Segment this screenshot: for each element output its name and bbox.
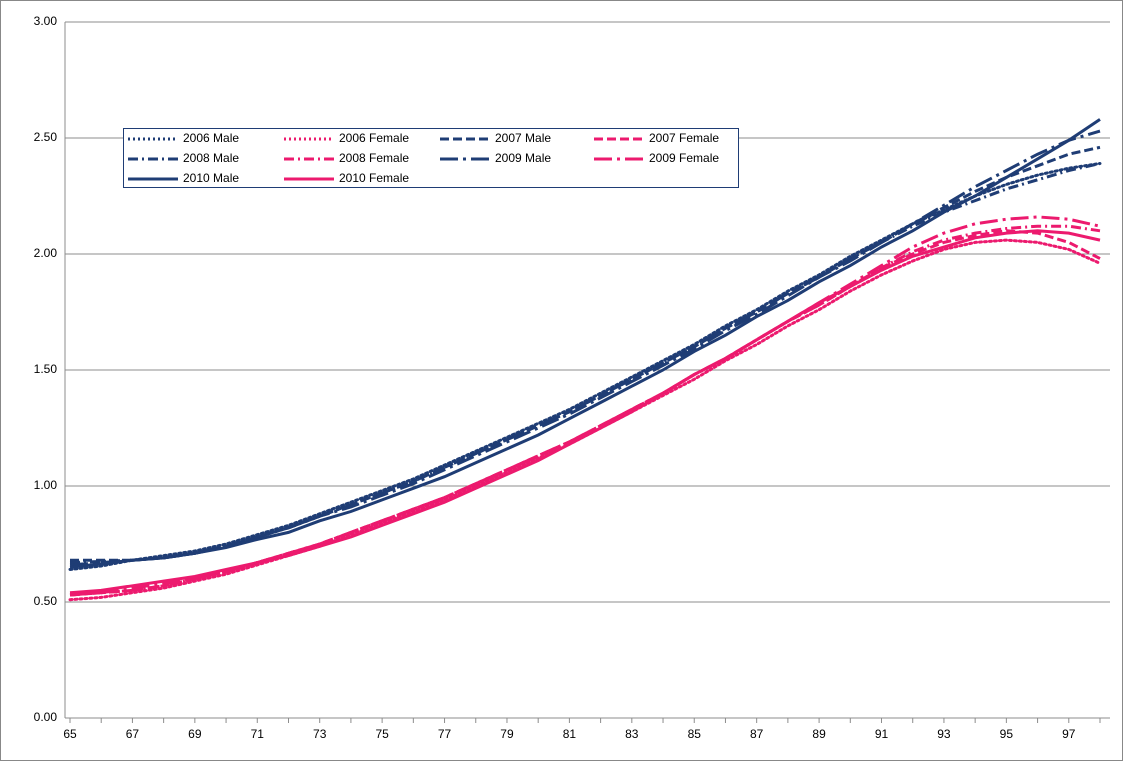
legend-label: 2006 Female [339, 131, 409, 145]
x-tick-label: 93 [937, 727, 951, 741]
y-tick-label: 3.00 [34, 14, 58, 28]
legend: 2006 Male 2006 Female 2007 Male 2007 Female… [123, 128, 739, 188]
x-tick-label: 77 [438, 727, 452, 741]
y-tick-label: 2.00 [34, 246, 58, 260]
legend-label: 2007 Male [495, 131, 551, 145]
x-tick-label: 87 [750, 727, 764, 741]
x-tick-label: 81 [563, 727, 577, 741]
series-line [69, 215, 1101, 597]
x-tick-label: 85 [688, 727, 702, 741]
legend-label: 2010 Male [183, 171, 239, 185]
x-tick-label: 73 [313, 727, 327, 741]
legend-label: 2009 Male [495, 151, 551, 165]
y-tick-label: 0.00 [34, 710, 58, 724]
x-tick-label: 65 [63, 727, 77, 741]
legend-label: 2009 Female [649, 151, 719, 165]
y-tick-label: 0.50 [34, 594, 58, 608]
x-tick-label: 75 [375, 727, 389, 741]
x-tick-label: 79 [500, 727, 514, 741]
x-tick-label: 69 [188, 727, 202, 741]
x-tick-label: 91 [875, 727, 889, 741]
legend-label: 2008 Female [339, 151, 409, 165]
x-tick-label: 95 [1000, 727, 1014, 741]
x-tick-label: 67 [126, 727, 140, 741]
series-line [69, 118, 1101, 569]
x-tick-label: 83 [625, 727, 639, 741]
y-tick-label: 1.50 [34, 362, 58, 376]
legend-label: 2006 Male [183, 131, 239, 145]
y-tick-label: 2.50 [34, 130, 58, 144]
series-line [69, 129, 1101, 567]
series-line [69, 229, 1101, 595]
series-line [68, 162, 1102, 571]
series-line [70, 145, 1101, 562]
y-tick-label: 1.00 [34, 478, 58, 492]
x-tick-label: 71 [251, 727, 265, 741]
legend-label: 2010 Female [339, 171, 409, 185]
series-line [69, 162, 1101, 565]
x-tick-label: 89 [812, 727, 826, 741]
x-tick-label: 97 [1062, 727, 1076, 741]
legend-label: 2007 Female [649, 131, 719, 145]
legend-label: 2008 Male [183, 151, 239, 165]
